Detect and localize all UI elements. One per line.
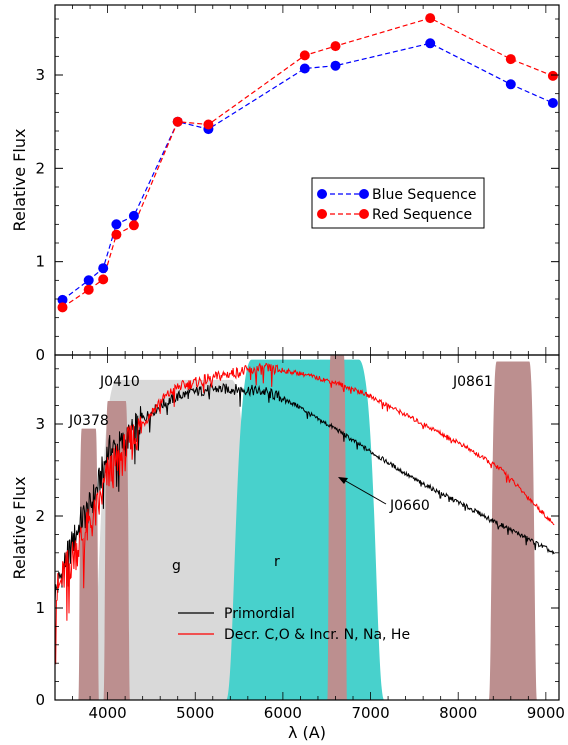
data-point-blue <box>505 79 516 90</box>
x-tick-label: 6000 <box>264 704 302 722</box>
legend-red-marker <box>359 209 369 219</box>
bottom-plot-frame <box>54 354 560 701</box>
y-tick-label: 2 <box>35 507 45 525</box>
top-y-axis-title: Relative Flux <box>10 129 29 232</box>
data-point-blue <box>111 219 122 230</box>
data-point-red <box>330 41 341 52</box>
legend-red-marker <box>317 209 327 219</box>
x-tick-label: 4000 <box>88 704 126 722</box>
filter-band-j0660 <box>327 355 348 700</box>
y-tick-label: 3 <box>35 66 45 84</box>
filter-band-g <box>89 379 259 700</box>
legend-decr-label: Decr. C,O & Incr. N, Na, He <box>224 627 410 643</box>
data-point-red <box>425 13 436 24</box>
bottom-y-axis-title: Relative Flux <box>10 477 29 580</box>
legend-box <box>311 177 485 229</box>
filter-band-r <box>226 359 385 700</box>
spectrum-decr <box>55 362 555 665</box>
x-tick-label: 5000 <box>176 704 214 722</box>
legend-blue-marker <box>359 189 369 199</box>
filter-label-j0861: J0861 <box>452 374 493 390</box>
data-point-red <box>128 220 139 231</box>
data-point-blue <box>547 98 558 108</box>
filter-label-j0378: J0378 <box>68 413 109 429</box>
filter-label-j0410: J0410 <box>99 374 140 390</box>
data-point-blue <box>299 63 310 74</box>
j0660-arrow <box>338 477 387 505</box>
top-legend: Blue Sequence Red Sequence <box>311 177 485 229</box>
spectrum-primordial <box>55 382 555 605</box>
bottom-legend: Primordial Decr. C,O & Incr. N, Na, He <box>178 606 410 643</box>
filter-band-j0378 <box>78 428 100 700</box>
x-axis-title: λ (A) <box>288 723 326 742</box>
data-point-red <box>299 50 310 61</box>
series-line-red <box>62 17 554 308</box>
data-point-blue <box>83 275 94 286</box>
data-point-red <box>98 274 109 285</box>
y-tick-label: 1 <box>35 599 45 617</box>
x-tick-label: 8000 <box>439 704 477 722</box>
legend-primordial-label: Primordial <box>224 606 295 622</box>
data-point-blue <box>98 263 109 274</box>
y-tick-label: 3 <box>35 415 45 433</box>
legend-blue-marker <box>317 189 327 199</box>
data-point-red <box>203 119 214 130</box>
data-point-blue <box>128 210 139 221</box>
x-tick-label: 7000 <box>351 704 389 722</box>
y-tick-label: 2 <box>35 159 45 177</box>
data-point-red <box>505 54 516 65</box>
x-tick-label: 9000 <box>527 704 565 722</box>
data-point-red <box>83 284 94 295</box>
data-point-red <box>547 70 558 81</box>
y-tick-label: 0 <box>35 691 45 709</box>
data-point-blue <box>57 294 68 305</box>
top-panel: 0 1 2 3 Relative Flux Blue Sequence Red Seq… <box>10 4 560 364</box>
data-point-red <box>172 116 183 127</box>
data-point-blue <box>425 38 436 49</box>
y-tick-label: 0 <box>35 346 45 364</box>
filter-label-r: r <box>274 554 280 570</box>
filter-label-g: g <box>172 558 181 574</box>
filter-band-j0410 <box>103 401 131 700</box>
data-point-red <box>111 229 122 240</box>
y-tick-label: 1 <box>35 253 45 271</box>
legend-red-label: Red Sequence <box>372 207 472 223</box>
series-line-blue <box>62 42 554 301</box>
data-point-blue <box>330 60 341 71</box>
legend-blue-label: Blue Sequence <box>372 187 477 203</box>
bottom-panel: 0 1 2 3 4000 5000 6000 7000 8000 9000 Relative Fl… <box>10 354 565 742</box>
filter-label-j0660: J0660 <box>389 498 430 514</box>
data-point-red <box>57 302 68 313</box>
